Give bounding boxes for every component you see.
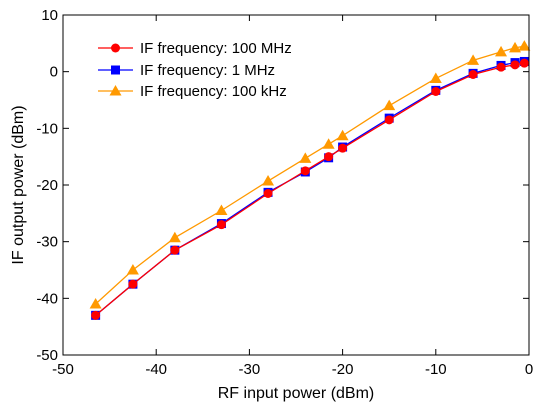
series-0-point-4 (263, 189, 273, 198)
series-2-point-3 (215, 204, 228, 215)
series-0 (91, 58, 529, 320)
series-2-point-7 (336, 129, 349, 141)
series-2-point-8 (383, 99, 396, 111)
series-2-point-4 (262, 175, 275, 186)
series-layer (89, 40, 531, 320)
series-2 (89, 40, 531, 309)
x-tick-label-1: -40 (145, 361, 167, 378)
series-0-point-5 (300, 166, 310, 176)
legend-label-0: IF frequency: 100 MHz (140, 40, 292, 57)
series-2-point-11 (495, 45, 508, 57)
series-2-point-5 (299, 152, 312, 163)
legend-marker-2 (109, 85, 122, 96)
series-2-point-13 (518, 40, 531, 51)
series-0-line (95, 62, 525, 316)
y-tick-label-0: -50 (36, 347, 58, 364)
y-axis-label: IF output power (dBm) (10, 105, 27, 264)
series-0-point-0 (91, 310, 101, 320)
legend-marker-1 (111, 65, 120, 75)
y-tick-label-1: -40 (36, 290, 58, 307)
x-tick-label-0: -50 (52, 361, 74, 378)
legend-entry-2: IF frequency: 100 kHz (98, 83, 287, 100)
series-0-point-7 (338, 143, 348, 153)
legend-entry-1: IF frequency: 1 MHz (98, 62, 275, 79)
series-2-point-6 (322, 138, 335, 149)
x-tick-label-5: 0 (525, 361, 533, 378)
x-tick-label-4: -10 (425, 361, 447, 378)
x-tick-label-3: -20 (332, 361, 354, 378)
series-2-line (95, 45, 525, 305)
series-0-point-2 (170, 245, 180, 255)
series-2-point-10 (467, 54, 480, 65)
y-tick-label-5: 0 (50, 64, 58, 81)
x-tick-label-2: -30 (239, 361, 261, 378)
ticks-layer: -50 -40 -30 -20 -10 0 -50 -40 -30 -20 -10 0 10 (36, 7, 533, 378)
legend-label-2: IF frequency: 100 kHz (140, 83, 287, 100)
y-tick-label-3: -20 (36, 177, 58, 194)
series-0-point-1 (128, 279, 138, 289)
series-2-point-9 (429, 72, 442, 83)
y-tick-label-6: 10 (41, 7, 58, 24)
legend-label-1: IF frequency: 1 MHz (140, 62, 275, 79)
y-tick-label-4: -10 (36, 120, 58, 137)
series-2-point-0 (89, 298, 102, 309)
legend: IF frequency: 100 MHz IF frequency: 1 MHz… (98, 40, 292, 100)
series-0-point-12 (510, 60, 520, 70)
series-0-point-6 (324, 152, 334, 162)
series-2-point-12 (509, 41, 522, 53)
series-0-point-11 (496, 62, 506, 72)
series-0-point-10 (468, 70, 478, 79)
series-0-point-8 (384, 115, 394, 125)
x-axis-label: RF input power (dBm) (218, 385, 375, 402)
legend-marker-0 (111, 43, 120, 53)
y-tick-label-2: -30 (36, 234, 58, 251)
series-0-point-9 (431, 87, 441, 96)
legend-entry-0: IF frequency: 100 MHz (98, 40, 292, 57)
series-0-point-3 (216, 220, 226, 230)
series-2-point-2 (168, 231, 181, 243)
plot-frame (62, 14, 530, 356)
series-2-point-1 (126, 264, 139, 275)
series-0-point-13 (519, 58, 529, 68)
